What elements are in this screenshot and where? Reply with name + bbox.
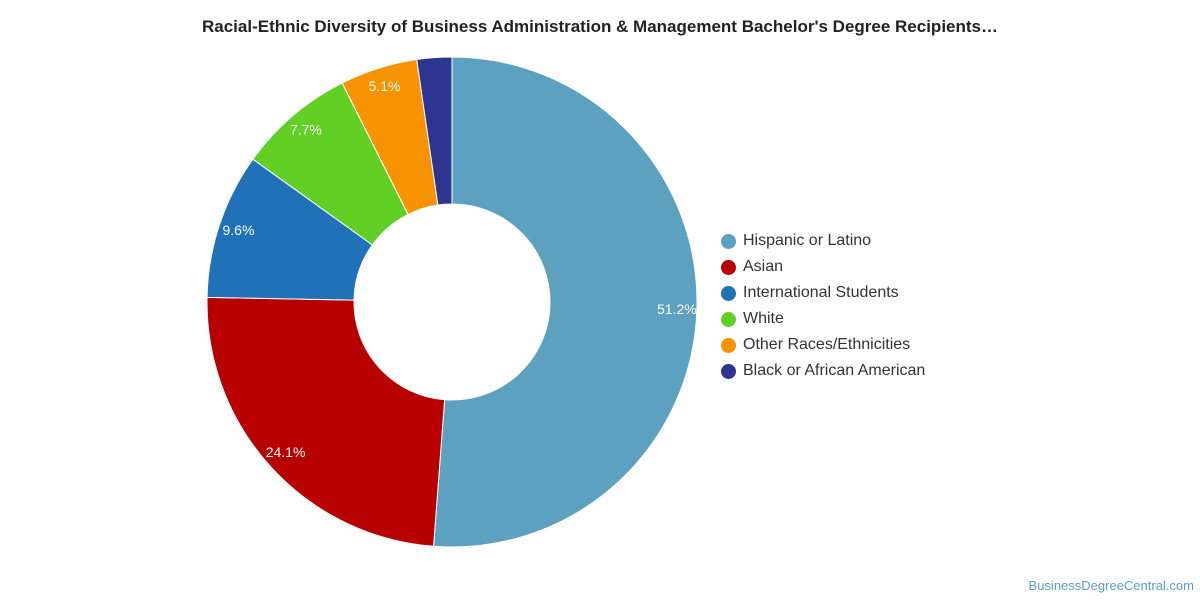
slice-label-white: 7.7% [290,122,322,138]
legend-item-hispanic-or-latino[interactable]: Hispanic or Latino [721,228,925,254]
slice-label-asian: 24.1% [266,444,306,460]
legend-swatch [721,337,736,353]
legend-item-black-or-african-american[interactable]: Black or African American [721,358,925,384]
legend-label: Asian [743,258,784,275]
slice-label-international-students: 9.6% [222,222,254,238]
slice-label-other-races-ethnicities: 5.1% [369,78,401,94]
legend: Hispanic or Latino Asian International Stu… [721,228,925,384]
slice-asian [206,296,446,547]
legend-item-other-races-ethnicities[interactable]: Other Races/Ethnicities [721,332,925,358]
legend-item-international-students[interactable]: International Students [721,280,925,306]
legend-item-asian[interactable]: Asian [721,254,925,280]
watermark: BusinessDegreeCentral.com [1028,578,1194,593]
slice-hispanic-or-latino [433,56,698,548]
legend-label: Other Races/Ethnicities [743,336,911,353]
legend-label: Black or African American [743,362,926,379]
legend-label: International Students [743,284,899,301]
legend-swatch [721,363,736,379]
chart-title: Racial-Ethnic Diversity of Business Admi… [201,17,998,36]
legend-swatch [721,259,736,275]
legend-swatch [721,311,736,327]
slice-label-hispanic-or-latino: 51.2% [657,301,697,317]
legend-swatch [721,233,736,249]
slice-labels-group: 51.2% 24.1% 9.6% 7.7% 5.1% [222,78,696,460]
legend-label: Hispanic or Latino [743,232,872,249]
legend-item-white[interactable]: White [721,306,925,332]
legend-label: White [743,310,784,327]
legend-swatch [721,285,736,301]
slices-group [206,56,698,548]
slice-black-or-african-american [416,56,453,206]
